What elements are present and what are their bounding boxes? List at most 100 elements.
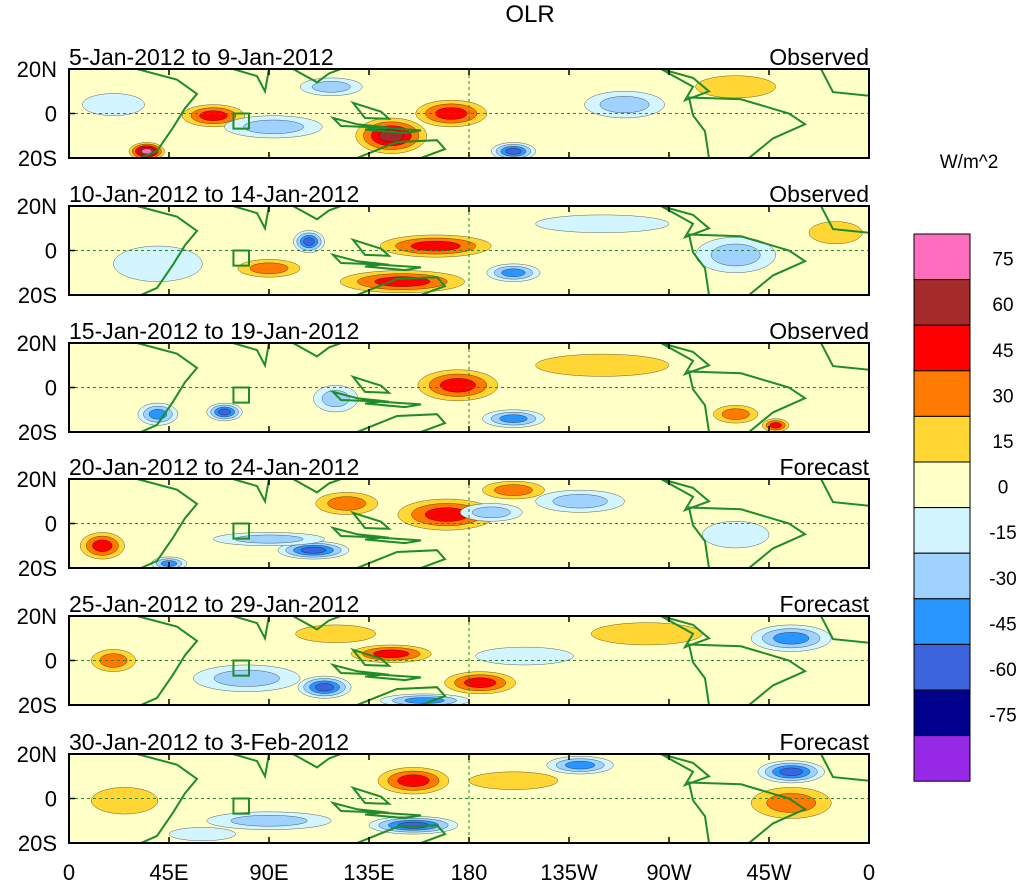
anomaly-contour [505,148,522,155]
colorbar-swatch [913,598,971,645]
coastline [290,343,342,358]
coastline [819,479,869,507]
anomaly-contour [773,632,810,645]
coastline [660,479,711,513]
anomaly-contour [435,107,468,120]
coastline [232,69,271,95]
coastline [232,206,271,232]
region-box [232,112,250,130]
panel-type: Forecast [780,591,870,617]
anomaly-contour [779,767,803,776]
anomaly-contour [591,622,703,646]
anomaly-contour [552,494,608,509]
lat-label: 20S [18,283,57,308]
coastline [350,100,392,120]
lat-label: 20N [17,57,57,82]
coastline [232,343,271,369]
lat-label: 0 [45,649,57,674]
longitude-axis: 0 45E 90E 135E 180 135W 90W 45W 0 [63,860,875,885]
anomaly-contour [315,683,334,692]
colorbar-swatch [913,735,971,782]
anomaly-contour [475,646,574,666]
lon-label: 45W [746,860,791,885]
anomaly-contour [327,496,367,511]
coastline [290,754,342,769]
coastline [290,616,342,631]
coastline [660,343,711,377]
lon-label: 135W [540,860,598,885]
anomaly-contour [468,771,559,790]
colorbar-swatch [913,370,971,417]
coastline [232,616,271,642]
coastline [356,824,447,843]
region-box [232,797,250,815]
coastline [356,549,447,568]
anomaly-contour [499,414,528,423]
coastline [660,69,711,103]
anomaly-contour [199,110,228,121]
panel-date-range: 5-Jan-2012 to 9-Jan-2012 [69,44,334,70]
anomaly-contour [766,793,816,813]
region-box [232,249,250,267]
coastline [356,686,447,705]
colorbar-swatch [913,415,971,463]
lat-label: 20N [17,467,57,492]
anomaly-contour [141,148,153,155]
colorbar-swatch [913,324,971,372]
anomaly-contour [710,243,761,267]
colorbar-label: -30 [989,569,1016,590]
coastline [350,785,392,805]
anomaly-contour [410,240,461,252]
anomaly-contour [243,119,304,134]
map-panel: 20N 0 20S 10-Jan-2012 to 14-Jan-2012 Observe… [17,181,870,308]
colorbar-label: 30 [992,386,1013,407]
coastline [350,510,392,530]
coastline [660,206,711,240]
lon-label: 45E [149,860,188,885]
anomaly-contour [91,787,159,815]
lat-label: 20S [18,556,57,581]
anomaly-contour [300,546,326,554]
map-panel: 20N 0 20S 15-Jan-2012 to 19-Jan-2012 Observe… [17,318,870,445]
region-box [232,522,250,540]
coastline [364,811,422,820]
coastline [232,754,271,780]
colorbar-label: -75 [989,706,1016,727]
colorbar-units: W/m^2 [940,152,999,173]
coastline [69,206,199,295]
anomaly-contour [92,539,113,552]
colorbar-swatch [913,643,971,691]
coastline [687,781,808,843]
coastline [819,754,869,782]
panel-date-range: 30-Jan-2012 to 3-Feb-2012 [69,729,349,755]
lat-label: 0 [45,512,57,537]
anomaly-contour [535,214,670,233]
lat-label: 0 [45,787,57,812]
anomaly-contour [439,378,476,393]
coastline [819,206,869,234]
anomaly-contour [721,408,750,420]
lat-label: 20S [18,831,57,856]
anomaly-contour [373,649,410,658]
colorbar-label: 15 [992,432,1013,453]
coastline [356,276,447,295]
colorbar-label: -60 [989,660,1016,681]
lat-label: 0 [45,102,57,127]
panel-date-range: 10-Jan-2012 to 14-Jan-2012 [69,181,359,207]
coastline [687,506,808,568]
anomaly-contour [565,761,596,770]
lon-label: 0 [63,860,75,885]
colorbar-swatch [913,552,971,600]
coastline [350,374,392,394]
coastline [819,69,869,97]
coastline [356,139,447,158]
panel-type: Forecast [780,729,870,755]
coastline [819,616,869,644]
coastline [290,69,342,84]
coastline [364,263,422,272]
panel-type: Observed [769,318,869,344]
colorbar-label: -15 [989,523,1016,544]
panel-date-range: 15-Jan-2012 to 19-Jan-2012 [69,318,359,344]
anomaly-contour [168,827,236,841]
